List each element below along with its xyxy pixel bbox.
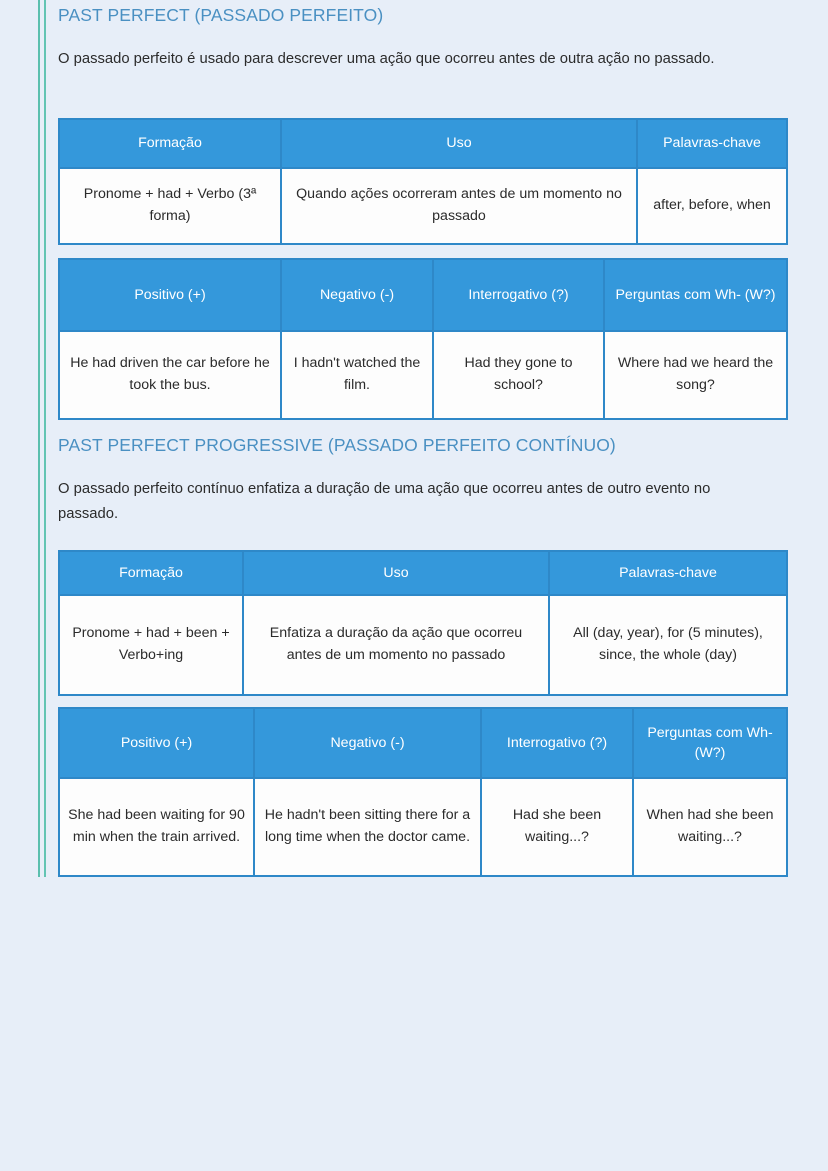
column-header-interrogativo: Interrogativo (?) (482, 709, 634, 779)
left-accent-rail-outer (38, 0, 40, 877)
column-header-formacao: Formação (60, 120, 282, 169)
forms-table-past-perfect: Positivo (+) Negativo (-) Interrogativo … (58, 258, 788, 420)
column-header-perguntas-wh: Perguntas com Wh- (W?) (634, 709, 786, 779)
table-header-row: Positivo (+) Negativo (-) Interrogativo … (60, 709, 786, 779)
section-heading-past-perfect-progressive: PAST PERFECT PROGRESSIVE (PASSADO PERFEI… (58, 435, 616, 455)
cell-perguntas-wh-example: Where had we heard the song? (605, 332, 786, 418)
forms-table-past-perfect-progressive: Positivo (+) Negativo (-) Interrogativo … (58, 707, 788, 877)
cell-positivo-example: He had driven the car before he took the… (60, 332, 282, 418)
cell-positivo-example: She had been waiting for 90 min when the… (60, 779, 255, 875)
column-header-positivo: Positivo (+) (60, 709, 255, 779)
cell-uso: Quando ações ocorreram antes de um momen… (282, 169, 638, 243)
cell-negativo-example: He hadn't been sitting there for a long … (255, 779, 482, 875)
table-row: Pronome + had + been + Verbo+ing Enfatiz… (60, 596, 786, 694)
formation-table-past-perfect: Formação Uso Palavras-chave Pronome + ha… (58, 118, 788, 245)
left-accent-rail-inner (44, 0, 46, 877)
cell-formacao: Pronome + had + been + Verbo+ing (60, 596, 244, 694)
column-header-negativo: Negativo (-) (282, 260, 434, 332)
cell-perguntas-wh-example: When had she been waiting...? (634, 779, 786, 875)
cell-palavras-chave: after, before, when (638, 169, 786, 243)
cell-interrogativo-example: Had she been waiting...? (482, 779, 634, 875)
formation-table-past-perfect-progressive: Formação Uso Palavras-chave Pronome + ha… (58, 550, 788, 696)
cell-formacao: Pronome + had + Verbo (3ª forma) (60, 169, 282, 243)
section-heading-past-perfect: PAST PERFECT (PASSADO PERFEITO) (58, 5, 384, 25)
column-header-perguntas-wh: Perguntas com Wh- (W?) (605, 260, 786, 332)
column-header-formacao: Formação (60, 552, 244, 596)
cell-palavras-chave: All (day, year), for (5 minutes), since,… (550, 596, 786, 694)
cell-uso: Enfatiza a duração da ação que ocorreu a… (244, 596, 550, 694)
table-row: Pronome + had + Verbo (3ª forma) Quando … (60, 169, 786, 243)
table-header-row: Formação Uso Palavras-chave (60, 552, 786, 596)
section-intro-past-perfect-progressive: O passado perfeito contínuo enfatiza a d… (58, 480, 711, 523)
section-past-perfect: PAST PERFECT (PASSADO PERFEITO) O passad… (58, 0, 788, 420)
section-past-perfect-progressive: PAST PERFECT PROGRESSIVE (PASSADO PERFEI… (58, 430, 788, 877)
column-header-uso: Uso (282, 120, 638, 169)
column-header-negativo: Negativo (-) (255, 709, 482, 779)
cell-interrogativo-example: Had they gone to school? (434, 332, 605, 418)
table-row: She had been waiting for 90 min when the… (60, 779, 786, 875)
column-header-uso: Uso (244, 552, 550, 596)
column-header-palavras-chave: Palavras-chave (550, 552, 786, 596)
column-header-positivo: Positivo (+) (60, 260, 282, 332)
column-header-palavras-chave: Palavras-chave (638, 120, 786, 169)
column-header-interrogativo: Interrogativo (?) (434, 260, 605, 332)
table-header-row: Formação Uso Palavras-chave (60, 120, 786, 169)
section-intro-past-perfect: O passado perfeito é usado para descreve… (58, 50, 715, 67)
table-header-row: Positivo (+) Negativo (-) Interrogativo … (60, 260, 786, 332)
table-row: He had driven the car before he took the… (60, 332, 786, 418)
cell-negativo-example: I hadn't watched the film. (282, 332, 434, 418)
